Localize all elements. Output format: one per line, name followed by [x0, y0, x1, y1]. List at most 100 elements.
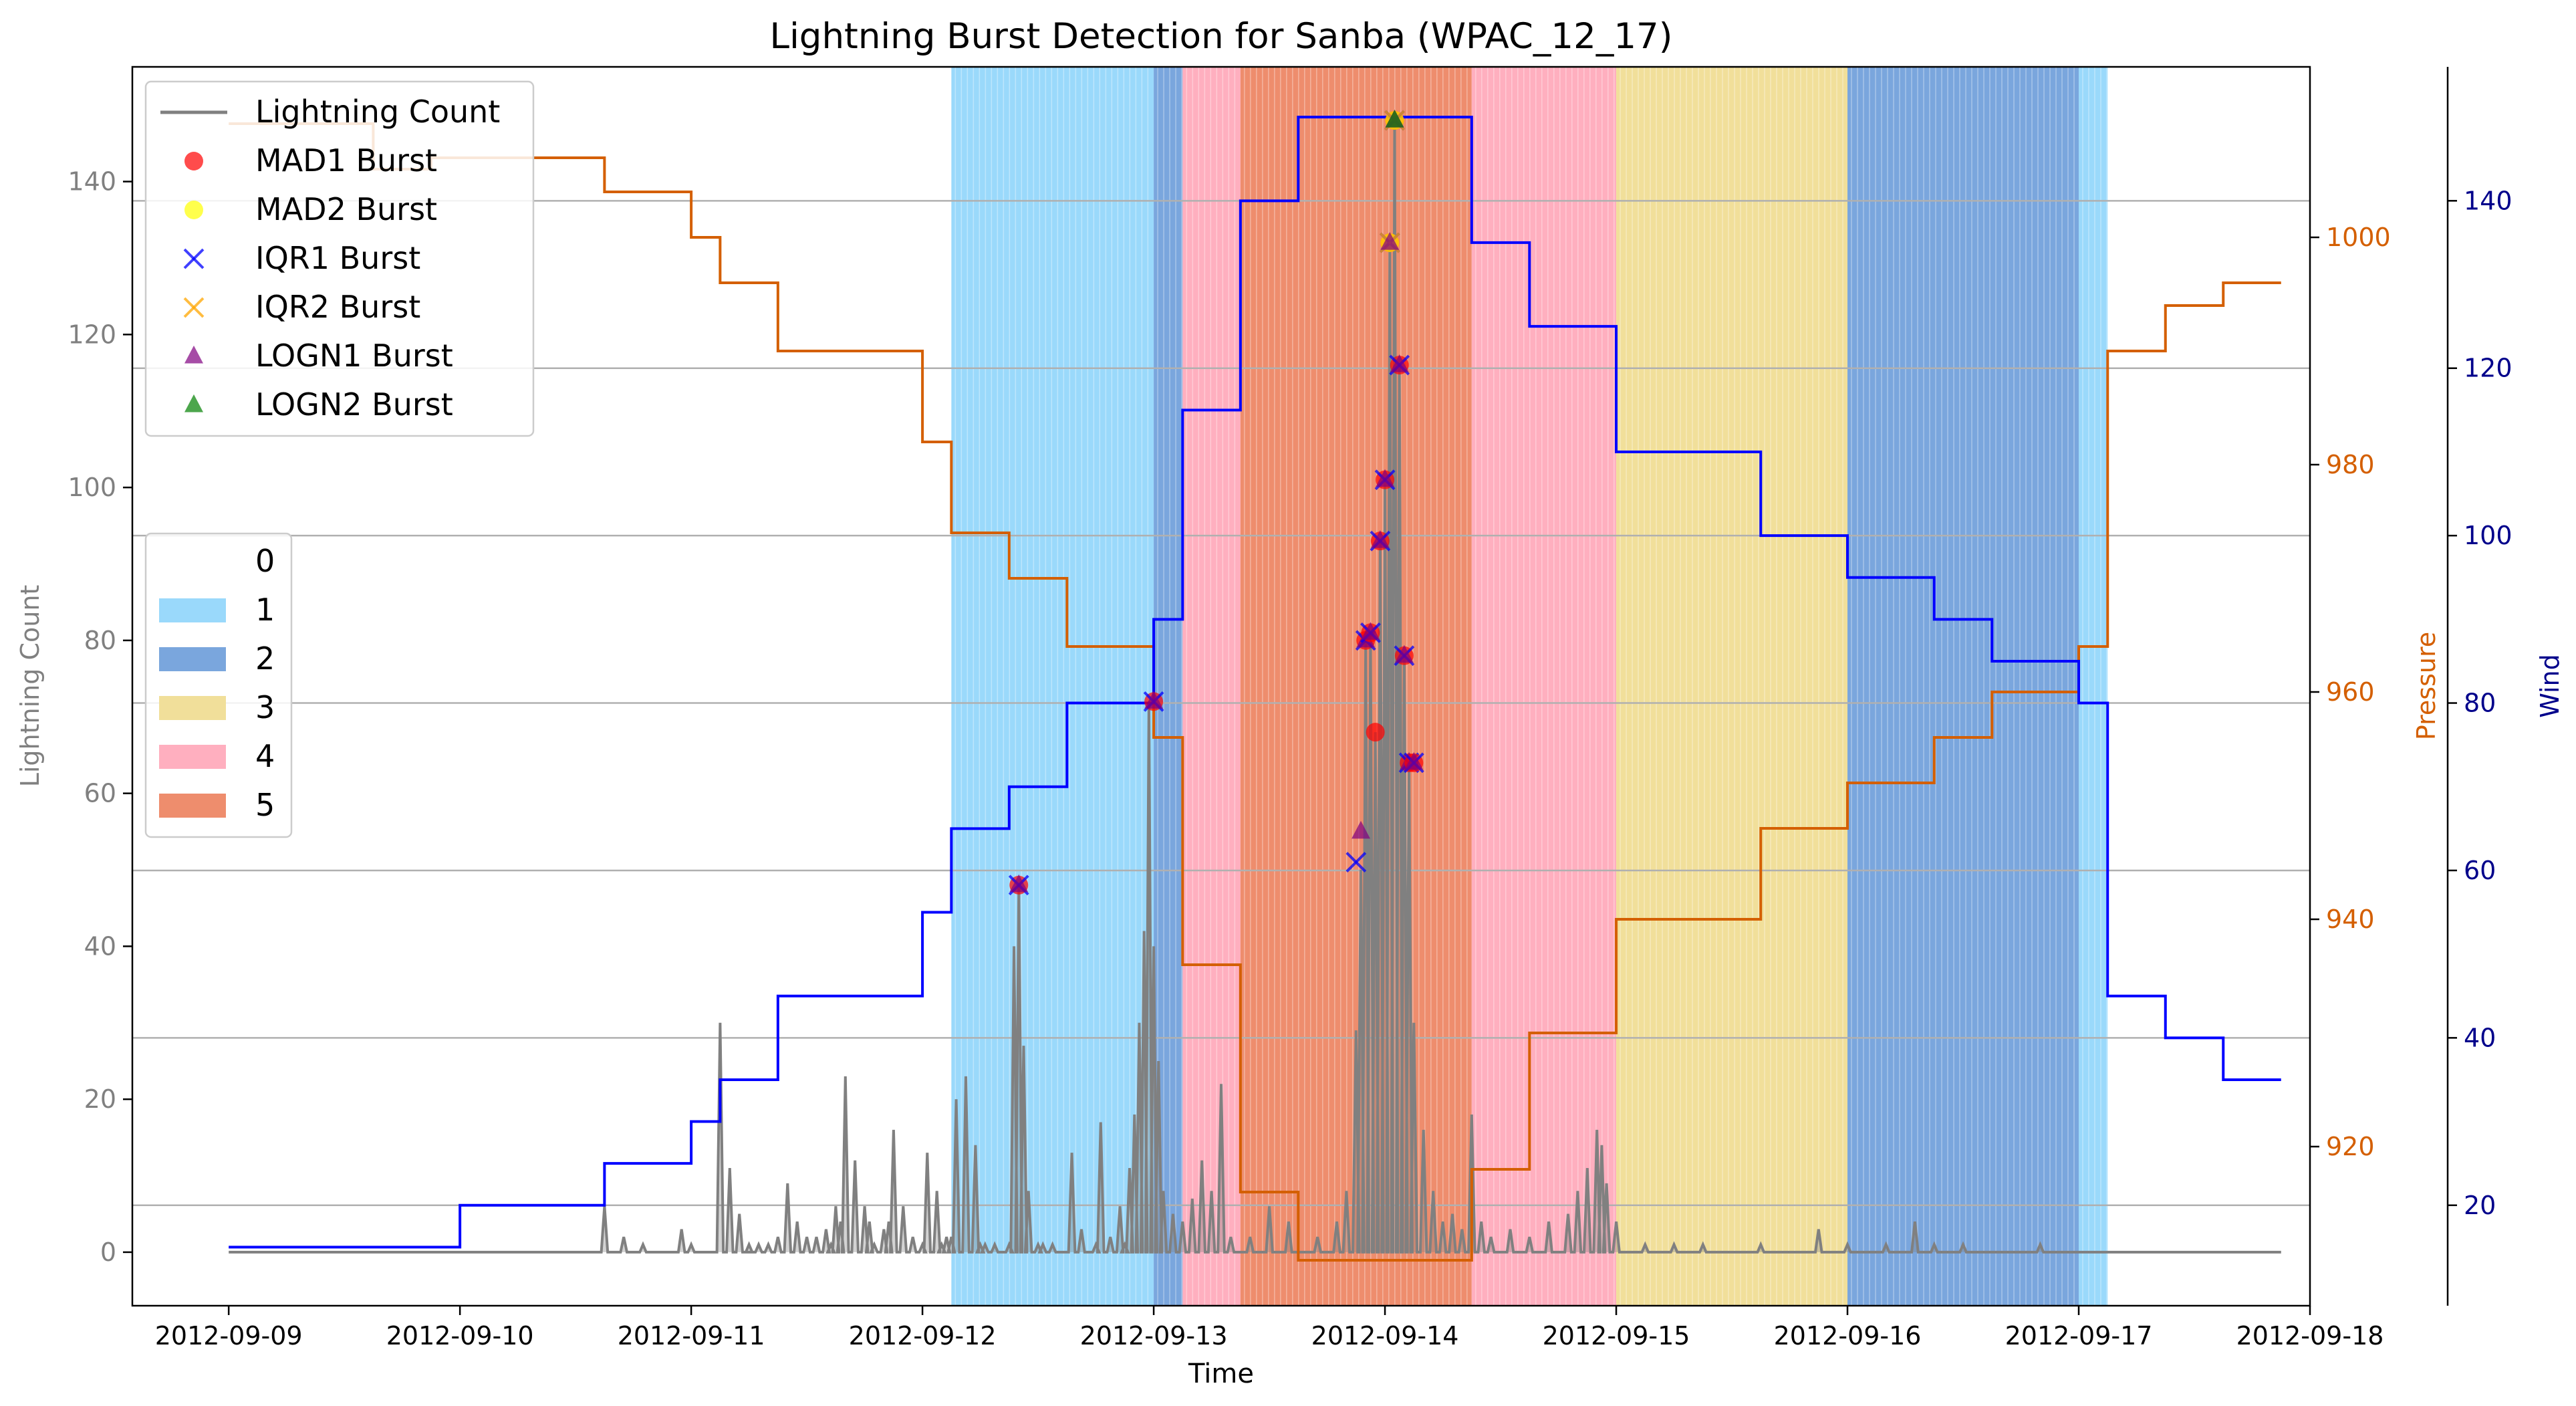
y-tick-label: 140	[68, 167, 116, 197]
pressure-line	[229, 122, 2281, 1262]
category-swatch	[159, 696, 226, 720]
burst-marker-logn1	[1404, 751, 1424, 770]
legend-label: LOGN2 Burst	[255, 386, 453, 423]
category-band-1	[951, 67, 1154, 1306]
category-label: 4	[255, 738, 275, 774]
wind-axis: 20 40 60 80 100 120 140	[2448, 186, 2513, 1220]
series-legend-entries: Lightning Count MAD1 Burst MAD2 Burst IQR1 …	[160, 94, 500, 423]
lightning-axis: 0 20 40 60 80 100 120 140	[68, 167, 132, 1267]
category-band-2	[1847, 67, 2079, 1306]
category-band-4	[1471, 67, 1617, 1306]
category-swatch	[159, 647, 226, 671]
burst-marker-logn1	[1394, 645, 1414, 663]
y-tick-label: 0	[100, 1238, 116, 1267]
x-tick-label: 2012-09-12	[849, 1321, 997, 1351]
burst-marker-logn2	[1385, 109, 1404, 128]
lightning-series	[229, 120, 2281, 1254]
x-tick-label: 2012-09-16	[1774, 1321, 1922, 1351]
x-tick-label: 2012-09-17	[2005, 1321, 2153, 1351]
lightning-line	[229, 120, 2281, 1254]
category-swatch	[159, 745, 226, 769]
category-swatch	[159, 794, 226, 818]
legend-label: Lightning Count	[255, 94, 500, 130]
plot-frame	[131, 66, 2311, 1307]
y-tick-label: 100	[68, 473, 116, 502]
burst-marker-iqr1-stroke	[1345, 852, 1367, 872]
pressure-tick-label: 980	[2326, 450, 2375, 479]
legend-swatch-x	[183, 297, 205, 318]
legend-swatch-triangle	[184, 345, 203, 364]
category-band-4	[1182, 67, 1241, 1306]
wind-series	[229, 116, 2281, 1249]
series-legend-box	[144, 80, 535, 437]
y-tick-label: 40	[84, 931, 116, 961]
wind-tick-label: 20	[2464, 1191, 2496, 1220]
x-axis-label: Time	[1188, 1359, 1254, 1389]
x-tick-label: 2012-09-14	[1311, 1321, 1459, 1351]
pressure-axis-label: Pressure	[2412, 632, 2441, 740]
x-tick-label: 2012-09-15	[1543, 1321, 1690, 1351]
wind-tick-label: 60	[2464, 856, 2496, 885]
legend-label: IQR2 Burst	[255, 289, 420, 325]
x-tick-label: 2012-09-13	[1080, 1321, 1228, 1351]
y-tick-label: 60	[84, 779, 116, 808]
category-label: 0	[255, 543, 275, 579]
legend-swatch-triangle	[184, 394, 203, 413]
burst-marker-logn1	[1009, 874, 1029, 893]
category-label: 2	[255, 640, 275, 677]
legend-label: IQR1 Burst	[255, 240, 420, 276]
burst-marker-logn1	[1380, 231, 1400, 250]
pressure-axis: 920 940 960 980 1000	[2310, 223, 2391, 1161]
burst-marker-iqr1	[1345, 852, 1367, 872]
legend-swatch-x	[183, 248, 205, 269]
category-label: 1	[255, 592, 275, 628]
pressure-tick-label: 1000	[2326, 223, 2391, 252]
burst-marker-logn1	[1376, 469, 1395, 487]
wind-tick-label: 120	[2464, 354, 2513, 383]
legend-label: MAD1 Burst	[255, 142, 437, 179]
series-legend: Lightning Count MAD1 Burst MAD2 Burst IQR1 …	[144, 80, 535, 437]
x-tick-label: 2012-09-09	[155, 1321, 303, 1351]
legend-label: LOGN1 Burst	[255, 338, 453, 374]
wind-tick-label: 140	[2464, 186, 2513, 215]
burst-marker-logn1	[1390, 354, 1409, 372]
category-bands	[951, 67, 2108, 1306]
x-axis: 2012-09-09 2012-09-10 2012-09-11 2012-09-12…	[155, 1306, 2384, 1351]
wind-tick-label: 80	[2464, 689, 2496, 718]
category-label: 3	[255, 689, 275, 725]
x-tick-label: 2012-09-11	[618, 1321, 765, 1351]
category-band-1	[2079, 67, 2108, 1306]
burst-marker-logn1	[1370, 530, 1390, 548]
burst-marker-logn1	[1144, 691, 1164, 709]
burst-markers	[1008, 109, 1424, 896]
y-tick-label: 120	[68, 320, 116, 349]
category-legend-entries: 0 1 2 3 4 5	[159, 543, 275, 823]
burst-marker-logn1	[1351, 820, 1371, 839]
wind-tick-label: 100	[2464, 521, 2513, 550]
y-axis-label: Lightning Count	[15, 585, 45, 788]
wind-axis-label: Wind	[2535, 654, 2565, 718]
y-tick-label: 80	[84, 626, 116, 655]
x-tick-label: 2012-09-18	[2236, 1321, 2384, 1351]
legend-label: MAD2 Burst	[255, 191, 437, 227]
wind-tick-label: 40	[2464, 1023, 2496, 1052]
legend-swatch-circle	[184, 201, 203, 219]
category-legend: 0 1 2 3 4 5	[144, 532, 293, 838]
burst-marker-mad1	[1366, 723, 1385, 742]
legend-swatch-x-stroke	[183, 248, 205, 269]
legend-swatch-circle	[184, 152, 203, 170]
x-tick-label: 2012-09-10	[386, 1321, 534, 1351]
pressure-tick-label: 960	[2326, 677, 2375, 707]
category-label: 5	[255, 787, 275, 823]
chart-title: Lightning Burst Detection for Sanba (WPA…	[770, 16, 1673, 57]
legend-swatch-x-stroke	[183, 297, 205, 318]
category-swatch	[159, 598, 226, 622]
category-band-3	[1616, 67, 1848, 1306]
pressure-series	[229, 122, 2281, 1262]
wind-line	[229, 116, 2281, 1249]
burst-marker-logn1	[1361, 622, 1380, 640]
pressure-tick-label: 920	[2326, 1132, 2375, 1161]
pressure-tick-label: 940	[2326, 905, 2375, 934]
y-tick-label: 20	[84, 1084, 116, 1114]
